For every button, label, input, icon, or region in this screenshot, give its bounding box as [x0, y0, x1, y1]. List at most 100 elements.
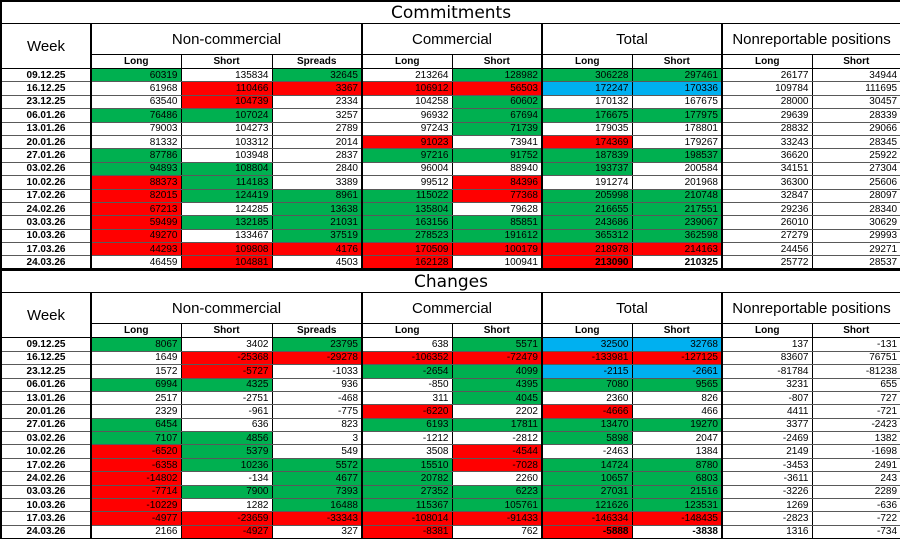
value-cell: 177975 — [631, 108, 723, 123]
value-cell: 2360 — [541, 390, 633, 406]
subheader-nc-spreads: Spreads — [271, 54, 363, 69]
value-cell: 25606 — [811, 175, 900, 190]
value-cell: -91433 — [451, 511, 543, 526]
value-cell: 239067 — [631, 215, 723, 230]
value-cell: 32645 — [271, 67, 363, 83]
value-cell: 5571 — [451, 337, 543, 352]
value-cell: 655 — [811, 377, 900, 392]
value-cell: 27352 — [361, 484, 453, 500]
value-cell: 243 — [811, 471, 900, 486]
value-cell: 2149 — [721, 444, 813, 459]
value-cell: -5888 — [541, 524, 633, 539]
table-row: 27.01.26 87786 103948 2837 97216 91752 187839 1… — [0, 148, 900, 163]
value-cell: -14802 — [90, 471, 182, 486]
value-cell: 67213 — [90, 201, 182, 217]
value-cell: 26177 — [721, 67, 813, 83]
week-cell: 17.02.26 — [0, 188, 92, 203]
value-cell: -961 — [180, 404, 273, 419]
subheader-nc-spreads: Spreads — [271, 323, 363, 339]
value-cell: 1384 — [631, 444, 723, 459]
value-cell: 106912 — [361, 81, 453, 96]
group-total: Total — [541, 292, 723, 325]
week-cell: 09.12.25 — [0, 337, 92, 352]
value-cell: 99512 — [361, 175, 453, 190]
value-cell: 762 — [451, 524, 543, 539]
value-cell: 123531 — [631, 498, 723, 513]
value-cell: 214163 — [631, 242, 723, 257]
group-commercial: Commercial — [361, 23, 543, 55]
value-cell: 77368 — [451, 188, 543, 203]
subheader-t-long: Long — [541, 323, 633, 339]
value-cell: 21516 — [631, 484, 723, 500]
value-cell: 638 — [361, 337, 453, 352]
table-row: 09.12.25 60319 135834 32645 213264 128982 3062… — [0, 67, 900, 83]
value-cell: -131 — [811, 337, 900, 352]
value-cell: 4856 — [180, 431, 273, 446]
value-cell: 27031 — [541, 484, 633, 500]
table-row: 23.12.25 1572 -5727 -1033 -2654 4099 -2115 -266… — [0, 364, 900, 379]
value-cell: 28537 — [811, 255, 900, 270]
value-cell: 83607 — [721, 350, 813, 366]
value-cell: -134 — [180, 471, 273, 486]
value-cell: 4503 — [271, 255, 363, 270]
value-cell: 4045 — [451, 390, 543, 406]
value-cell: 30457 — [811, 94, 900, 110]
value-cell: 25922 — [811, 148, 900, 163]
value-cell: 87786 — [90, 148, 182, 163]
value-cell: 32500 — [541, 337, 633, 352]
subheader-c-long: Long — [361, 54, 453, 69]
value-cell: 94893 — [90, 161, 182, 177]
value-cell: 3367 — [271, 81, 363, 96]
value-cell: -6520 — [90, 444, 182, 459]
subheader-c-short: Short — [451, 323, 543, 339]
value-cell: 3 — [271, 431, 363, 446]
value-cell: 6803 — [631, 471, 723, 486]
value-cell: 327 — [271, 524, 363, 539]
value-cell: 128982 — [451, 67, 543, 83]
value-cell: 100941 — [451, 255, 543, 270]
section-title: Changes — [0, 270, 900, 294]
value-cell: 826 — [631, 390, 723, 406]
value-cell: 174369 — [541, 134, 633, 150]
value-cell: 278523 — [361, 228, 453, 244]
value-cell: 2329 — [90, 404, 182, 419]
week-cell: 20.01.26 — [0, 134, 92, 150]
value-cell: -468 — [271, 390, 363, 406]
value-cell: 109808 — [180, 242, 273, 257]
table-row: 24.02.26 -14802 -134 4677 20782 2260 10657 6803… — [0, 471, 900, 486]
value-cell: -7714 — [90, 484, 182, 500]
value-cell: 28097 — [811, 188, 900, 203]
value-cell: -127125 — [631, 350, 723, 366]
value-cell: 46459 — [90, 255, 182, 270]
subheader-c-short: Short — [451, 54, 543, 69]
week-cell: 06.01.26 — [0, 377, 92, 392]
week-header: Week — [0, 292, 92, 339]
value-cell: 49270 — [90, 228, 182, 244]
value-cell: -81238 — [811, 364, 900, 379]
value-cell: -721 — [811, 404, 900, 419]
value-cell: 56503 — [451, 81, 543, 96]
value-cell: 3508 — [361, 444, 453, 459]
value-cell: 34151 — [721, 161, 813, 177]
week-cell: 24.03.26 — [0, 524, 92, 539]
week-cell: 13.01.26 — [0, 390, 92, 406]
value-cell: 135804 — [361, 201, 453, 217]
value-cell: 97243 — [361, 121, 453, 136]
week-cell: 17.03.26 — [0, 511, 92, 526]
week-cell: 10.03.26 — [0, 228, 92, 244]
value-cell: 79628 — [451, 201, 543, 217]
week-cell: 17.03.26 — [0, 242, 92, 257]
subheader-nc-long: Long — [90, 323, 182, 339]
value-cell: 124419 — [180, 188, 273, 203]
value-cell: 16488 — [271, 498, 363, 513]
value-cell: 13470 — [541, 417, 633, 433]
group-noncommercial: Non-commercial — [90, 23, 363, 55]
table-row: 03.02.26 7107 4856 3 -1212 -2812 5898 2047 -2469… — [0, 431, 900, 446]
value-cell: 44293 — [90, 242, 182, 257]
week-cell: 24.02.26 — [0, 201, 92, 217]
value-cell: 178801 — [631, 121, 723, 136]
value-cell: 311 — [361, 390, 453, 406]
value-cell: 110466 — [180, 81, 273, 96]
value-cell: 5379 — [180, 444, 273, 459]
value-cell: 6193 — [361, 417, 453, 433]
